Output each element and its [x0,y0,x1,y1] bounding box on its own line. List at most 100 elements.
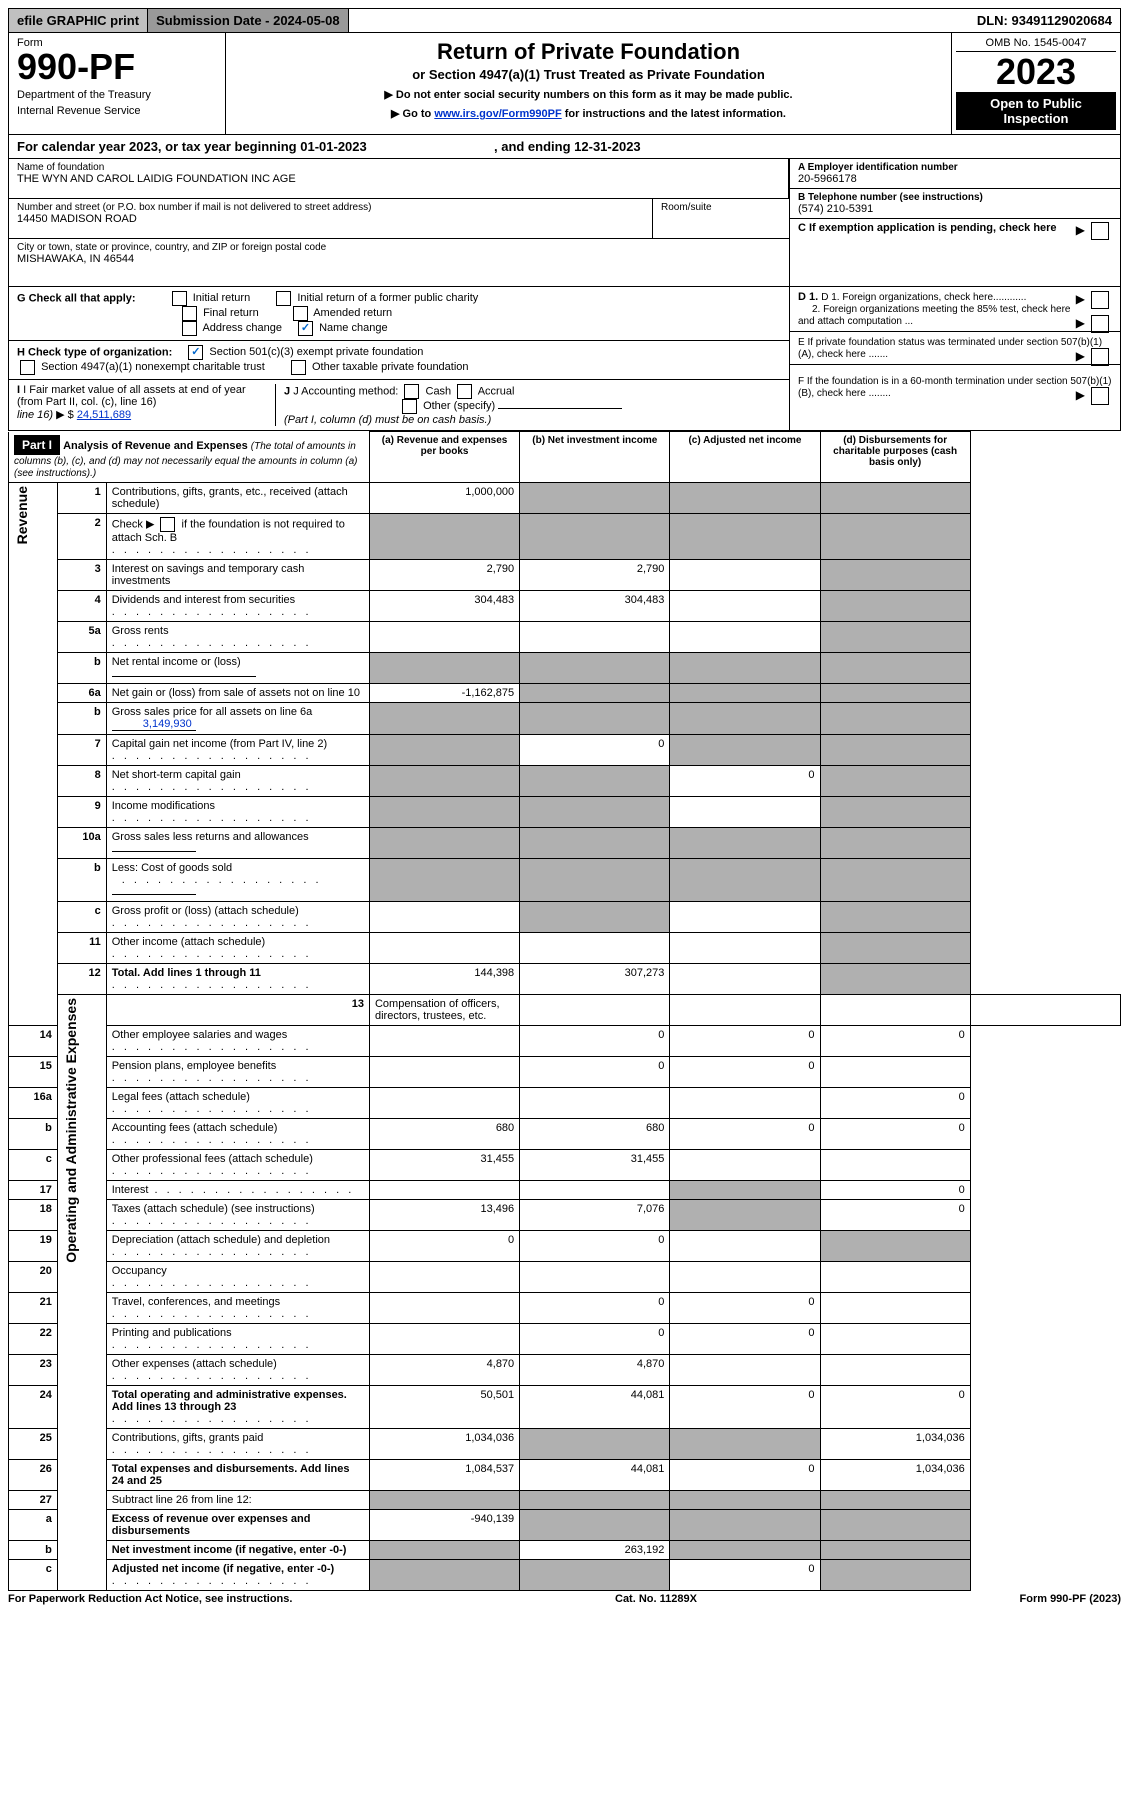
form-title: Return of Private Foundation [234,39,943,65]
line-10c: cGross profit or (loss) (attach schedule… [9,901,1121,932]
chk-cash[interactable] [404,384,419,399]
line-13: Operating and Administrative Expenses 13… [9,994,1121,1025]
line-15: 15Pension plans, employee benefits 00 [9,1056,1121,1087]
line-6a: 6aNet gain or (loss) from sale of assets… [9,683,1121,702]
identification-block: Name of foundation THE WYN AND CAROL LAI… [8,159,1121,287]
chk-4947[interactable] [20,360,35,375]
chk-other-taxable[interactable] [291,360,306,375]
line-18: 18Taxes (attach schedule) (see instructi… [9,1199,1121,1230]
line-5a: 5aGross rents [9,621,1121,652]
city-state-zip: MISHAWAKA, IN 46544 [17,253,781,265]
part-i-title: Analysis of Revenue and Expenses [63,440,248,452]
dept-treasury: Department of the Treasury [17,89,217,101]
line-8: 8Net short-term capital gain 0 [9,765,1121,796]
line-16b: bAccounting fees (attach schedule) 68068… [9,1118,1121,1149]
line-3: 3Interest on savings and temporary cash … [9,559,1121,590]
line-12: 12Total. Add lines 1 through 11 144,3983… [9,963,1121,994]
line-4: 4Dividends and interest from securities … [9,590,1121,621]
exemption-label: C If exemption application is pending, c… [798,222,1057,234]
line-7: 7Capital gain net income (from Part IV, … [9,734,1121,765]
fmv-link[interactable]: 24,511,689 [77,409,131,421]
form-note-2: ▶ Go to www.irs.gov/Form990PF for instru… [234,107,943,120]
line-25: 25Contributions, gifts, grants paid 1,03… [9,1428,1121,1459]
footer-center: Cat. No. 11289X [615,1593,697,1605]
footer-left: For Paperwork Reduction Act Notice, see … [8,1593,292,1605]
col-a-header: (a) Revenue and expenses per books [369,432,519,483]
phone-label: B Telephone number (see instructions) [798,192,1112,203]
line-17: 17Interest 0 [9,1180,1121,1199]
chk-d2[interactable] [1091,315,1109,333]
ij-row: I I Fair market value of all assets at e… [9,380,789,430]
line-16c: cOther professional fees (attach schedul… [9,1149,1121,1180]
line-11: 11Other income (attach schedule) [9,932,1121,963]
line-10b: bLess: Cost of goods sold [9,858,1121,901]
line-6b-value: 3,149,930 [112,718,196,731]
chk-d1[interactable] [1091,291,1109,309]
tax-year: 2023 [956,54,1116,90]
efile-print-label[interactable]: efile GRAPHIC print [9,9,148,32]
part-i-table: Part I Analysis of Revenue and Expenses … [8,431,1121,1591]
line-1: Revenue 1 Contributions, gifts, grants, … [9,482,1121,513]
col-c-header: (c) Adjusted net income [670,432,820,483]
e-row: E If private foundation status was termi… [790,332,1120,365]
line-16a: 16aLegal fees (attach schedule) 0 [9,1087,1121,1118]
dln: DLN: 93491129020684 [969,9,1120,32]
line-27c: cAdjusted net income (if negative, enter… [9,1559,1121,1590]
line-27a: aExcess of revenue over expenses and dis… [9,1509,1121,1540]
line-2: 2 Check ▶ if the foundation is not requi… [9,513,1121,559]
h-row: H Check type of organization: ✓ Section … [9,341,789,380]
chk-schb[interactable] [160,517,175,532]
form-subtitle: or Section 4947(a)(1) Trust Treated as P… [234,67,943,82]
col-d-header: (d) Disbursements for charitable purpose… [820,432,970,483]
line-14: 14Other employee salaries and wages 000 [9,1025,1121,1056]
top-bar: efile GRAPHIC print Submission Date - 20… [8,8,1121,33]
chk-initial[interactable] [172,291,187,306]
g-row: G Check all that apply: Initial return I… [9,287,789,341]
line-19: 19Depreciation (attach schedule) and dep… [9,1230,1121,1261]
phone: (574) 210-5391 [798,203,1112,215]
chk-f[interactable] [1091,387,1109,405]
line-6b: bGross sales price for all assets on lin… [9,702,1121,734]
street-address: 14450 MADISON ROAD [17,213,644,225]
chk-other-method[interactable] [402,399,417,414]
form-header: Form 990-PF Department of the Treasury I… [8,33,1121,135]
part-i-header: Part I [14,435,60,455]
city-label: City or town, state or province, country… [17,242,781,253]
inspection-label: Open to Public Inspection [956,92,1116,130]
form-number: 990-PF [17,49,217,85]
line-26: 26Total expenses and disbursements. Add … [9,1459,1121,1490]
line-27: 27Subtract line 26 from line 12: [9,1490,1121,1509]
ein: 20-5966178 [798,173,1112,185]
form-note-1: ▶ Do not enter social security numbers o… [234,88,943,101]
chk-e[interactable] [1091,348,1109,366]
line-9: 9Income modifications [9,796,1121,827]
chk-accrual[interactable] [457,384,472,399]
col-b-header: (b) Net investment income [520,432,670,483]
chk-amended[interactable] [293,306,308,321]
footer-right: Form 990-PF (2023) [1020,1593,1122,1605]
line-21: 21Travel, conferences, and meetings 00 [9,1292,1121,1323]
line-20: 20Occupancy [9,1261,1121,1292]
line-27b: bNet investment income (if negative, ent… [9,1540,1121,1559]
line-10a: 10aGross sales less returns and allowanc… [9,827,1121,858]
expenses-side-label: Operating and Administrative Expenses [63,998,79,1263]
footer: For Paperwork Reduction Act Notice, see … [8,1591,1121,1607]
checks-section: G Check all that apply: Initial return I… [8,287,1121,431]
name-label: Name of foundation [17,162,780,173]
chk-final[interactable] [182,306,197,321]
ein-label: A Employer identification number [798,162,1112,173]
chk-501c3[interactable]: ✓ [188,345,203,360]
submission-date: Submission Date - 2024-05-08 [148,9,349,32]
irs-label: Internal Revenue Service [17,105,217,117]
irs-link[interactable]: www.irs.gov/Form990PF [434,108,561,120]
line-22: 22Printing and publications 00 [9,1323,1121,1354]
d-row: D 1. D 1. Foreign organizations, check h… [790,287,1120,332]
revenue-side-label: Revenue [14,486,30,544]
calendar-year-row: For calendar year 2023, or tax year begi… [8,135,1121,159]
chk-initial-former[interactable] [276,291,291,306]
address-label: Number and street (or P.O. box number if… [17,202,644,213]
exemption-checkbox[interactable] [1091,222,1109,240]
chk-address[interactable] [182,321,197,336]
chk-name-change[interactable]: ✓ [298,321,313,336]
line-24: 24Total operating and administrative exp… [9,1385,1121,1428]
